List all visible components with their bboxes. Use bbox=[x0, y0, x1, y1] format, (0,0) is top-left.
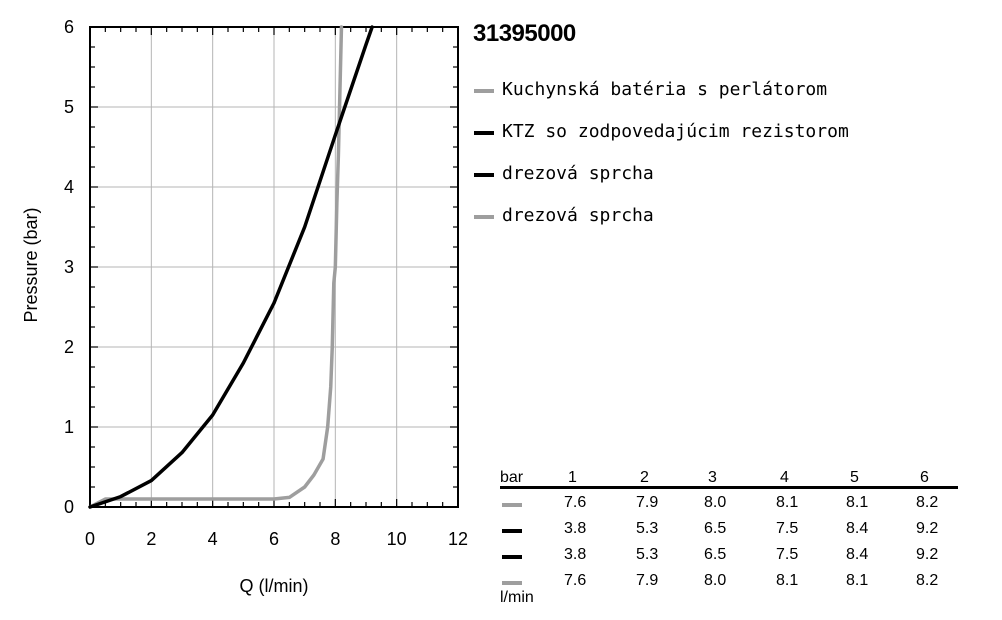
x-tick-label: 2 bbox=[146, 529, 156, 549]
legend-swatch bbox=[474, 131, 494, 135]
table-cell: 8.1 bbox=[846, 572, 869, 589]
y-tick-label: 4 bbox=[64, 177, 74, 197]
table-cell: 3.8 bbox=[564, 520, 587, 537]
x-tick-label: 8 bbox=[330, 529, 340, 549]
table-cell: 9.2 bbox=[916, 520, 939, 537]
flow-table: bar 1 2 3 4 5 6 7.6 7.9 8.0 8.1 8.1 8.2 3.8 5.3 6.5 7.5 8… bbox=[500, 468, 958, 608]
y-axis-label: Pressure (bar) bbox=[21, 207, 41, 322]
legend-item-4: drezová sprcha bbox=[474, 204, 994, 246]
x-tick-label: 12 bbox=[448, 529, 468, 549]
table-cell: 8.1 bbox=[776, 494, 799, 511]
table-cell: 5.3 bbox=[636, 546, 659, 563]
table-cell: 6.5 bbox=[704, 520, 727, 537]
product-code: 31395000 bbox=[473, 20, 576, 47]
table-row-swatch bbox=[502, 581, 522, 585]
legend-label: drezová sprcha bbox=[502, 205, 654, 226]
table-cell: 8.4 bbox=[846, 546, 869, 563]
table-cell: 9.2 bbox=[916, 546, 939, 563]
table-row-swatch bbox=[502, 503, 522, 507]
x-tick-label: 10 bbox=[387, 529, 407, 549]
table-unit-label: l/min bbox=[500, 589, 534, 606]
legend: Kuchynská batéria s perlátorom KTZ so zod… bbox=[474, 78, 994, 246]
table-cell: 7.5 bbox=[776, 546, 799, 563]
table-cell: 3.8 bbox=[564, 546, 587, 563]
y-tick-label: 1 bbox=[64, 417, 74, 437]
table-cell: 7.9 bbox=[636, 494, 659, 511]
table-header-cell: 6 bbox=[920, 469, 929, 486]
plot-frame bbox=[89, 26, 459, 508]
table-cell: 6.5 bbox=[704, 546, 727, 563]
legend-item-2: KTZ so zodpovedajúcim rezistorom bbox=[474, 120, 994, 162]
table-row-swatch bbox=[502, 529, 522, 533]
table-header-cell: 1 bbox=[568, 469, 577, 486]
table-row-swatch bbox=[502, 555, 522, 559]
x-tick-label: 0 bbox=[85, 529, 95, 549]
series-line-1 bbox=[88, 25, 344, 509]
table-cell: 7.6 bbox=[564, 572, 587, 589]
table-header-cell: 4 bbox=[780, 469, 789, 486]
y-tick-label: 0 bbox=[64, 497, 74, 517]
x-tick-label: 4 bbox=[208, 529, 218, 549]
legend-label: KTZ so zodpovedajúcim rezistorom bbox=[502, 121, 849, 142]
legend-label: Kuchynská batéria s perlátorom bbox=[502, 79, 828, 100]
legend-item-3: drezová sprcha bbox=[474, 162, 994, 204]
table-cell: 8.0 bbox=[704, 494, 727, 511]
table-cell: 5.3 bbox=[636, 520, 659, 537]
table-cell: 7.6 bbox=[564, 494, 587, 511]
table-header-cell: 5 bbox=[850, 469, 859, 486]
y-tick-label: 2 bbox=[64, 337, 74, 357]
legend-item-1: Kuchynská batéria s perlátorom bbox=[474, 78, 994, 120]
table-cell: 8.4 bbox=[846, 520, 869, 537]
table-cell: 8.1 bbox=[776, 572, 799, 589]
table-header-cell: 2 bbox=[640, 469, 649, 486]
table-cell: 7.9 bbox=[636, 572, 659, 589]
x-tick-label: 6 bbox=[269, 529, 279, 549]
table-header-cell: 3 bbox=[708, 469, 717, 486]
table-cell: 7.5 bbox=[776, 520, 799, 537]
legend-swatch bbox=[474, 215, 494, 219]
y-tick-label: 3 bbox=[64, 257, 74, 277]
table-header-unit: bar bbox=[500, 469, 524, 486]
legend-swatch bbox=[474, 173, 494, 177]
table-cell: 8.1 bbox=[846, 494, 869, 511]
table-cell: 8.0 bbox=[704, 572, 727, 589]
legend-swatch bbox=[474, 89, 494, 93]
y-tick-label: 5 bbox=[64, 97, 74, 117]
x-axis-label: Q (l/min) bbox=[240, 576, 309, 596]
legend-label: drezová sprcha bbox=[502, 163, 654, 184]
series-line-2 bbox=[88, 25, 374, 509]
table-cell: 8.2 bbox=[916, 572, 939, 589]
y-tick-label: 6 bbox=[64, 17, 74, 37]
table-header-rule bbox=[500, 486, 958, 489]
table-cell: 8.2 bbox=[916, 494, 939, 511]
